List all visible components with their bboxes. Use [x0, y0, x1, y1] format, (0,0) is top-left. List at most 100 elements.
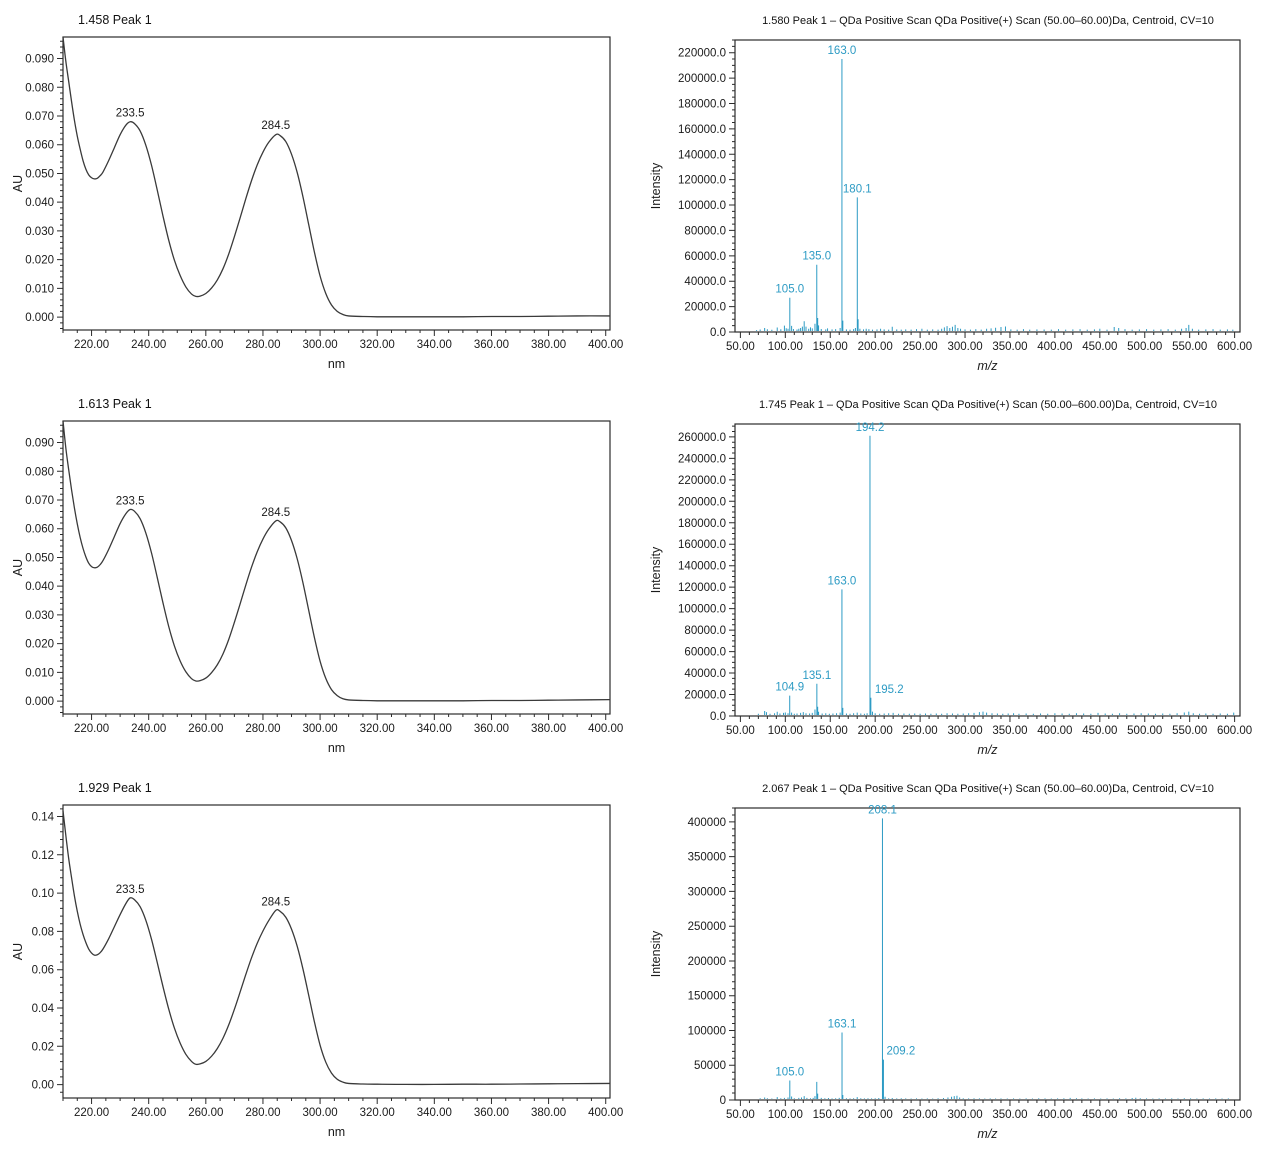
peak-label: 163.0	[828, 575, 857, 587]
svg-text:100.00: 100.00	[768, 1109, 803, 1121]
svg-text:220.00: 220.00	[74, 723, 109, 735]
x-axis-title: m/z	[977, 359, 998, 373]
svg-text:0.02: 0.02	[32, 1041, 54, 1053]
svg-text:20000.0: 20000.0	[684, 690, 726, 702]
y-axis-ticks	[57, 424, 63, 714]
mass-spectrum-panel-1: 1.580 Peak 1 – QDa Positive Scan QDa Pos…	[640, 0, 1280, 384]
svg-text:0.080: 0.080	[25, 82, 54, 94]
svg-text:60000.0: 60000.0	[684, 647, 726, 659]
svg-text:260.00: 260.00	[188, 339, 223, 351]
svg-text:80000.0: 80000.0	[684, 225, 726, 237]
uv-spectrum-panel-2: 1.613 Peak 1 220.00 240.00 260.00 280.00 300…	[0, 384, 640, 768]
svg-text:160000.0: 160000.0	[678, 539, 726, 551]
x-axis-ticks	[62, 714, 607, 720]
svg-text:0.10: 0.10	[32, 888, 54, 900]
svg-text:0.050: 0.050	[25, 168, 54, 180]
x-axis-title: nm	[328, 1125, 345, 1139]
svg-text:0.000: 0.000	[25, 696, 54, 708]
x-axis-ticks	[62, 330, 607, 336]
svg-text:550.00: 550.00	[1172, 1109, 1207, 1121]
peak-label: 284.5	[261, 507, 290, 519]
svg-text:360.00: 360.00	[474, 1107, 509, 1119]
y-axis-title: Intensity	[649, 930, 663, 977]
svg-text:40000.0: 40000.0	[684, 668, 726, 680]
x-axis-ticks	[739, 1100, 1236, 1106]
chart-title: 2.067 Peak 1 – QDa Positive Scan QDa Pos…	[762, 783, 1214, 795]
svg-text:0.14: 0.14	[32, 811, 55, 823]
svg-text:400.00: 400.00	[1037, 341, 1072, 353]
peak-label: 208.1	[868, 804, 897, 816]
svg-text:140000.0: 140000.0	[678, 149, 726, 161]
svg-text:220.00: 220.00	[74, 1107, 109, 1119]
svg-text:200000: 200000	[688, 956, 726, 968]
svg-text:200.00: 200.00	[858, 725, 893, 737]
svg-text:300.00: 300.00	[947, 1109, 982, 1121]
svg-text:260.00: 260.00	[188, 723, 223, 735]
uv-spectrum-panel-3: 1.929 Peak 1 220.00 240.00 260.00 280.00 300…	[0, 768, 640, 1152]
mass-spectrum-chart-2: 50.00 100.00 150.00 200.00 250.00 300.00 350.0…	[649, 422, 1252, 757]
svg-text:200.00: 200.00	[858, 1109, 893, 1121]
peak-label: 209.2	[886, 1046, 915, 1058]
svg-text:300.00: 300.00	[302, 339, 337, 351]
uv-spectrum-chart-3: 220.00 240.00 260.00 280.00 300.00 320.00 340.…	[11, 804, 623, 1139]
uv-spectrum-panel-1: 1.458 Peak 1 220.00 240.00 260.00 280.00 300…	[0, 0, 640, 384]
svg-text:150.00: 150.00	[813, 725, 848, 737]
svg-text:200.00: 200.00	[858, 341, 893, 353]
x-axis-title: nm	[328, 357, 345, 371]
svg-text:400.00: 400.00	[1037, 725, 1072, 737]
svg-text:80000.0: 80000.0	[684, 625, 726, 637]
y-axis-title: Intensity	[649, 162, 663, 209]
svg-text:300.00: 300.00	[947, 725, 982, 737]
svg-text:550.00: 550.00	[1172, 725, 1207, 737]
svg-text:350000: 350000	[688, 852, 726, 864]
svg-text:0.0: 0.0	[710, 711, 726, 723]
svg-text:180000.0: 180000.0	[678, 98, 726, 110]
y-axis-ticks	[729, 39, 735, 333]
chart-title: 1.929 Peak 1	[78, 781, 152, 795]
svg-text:600.00: 600.00	[1217, 1109, 1252, 1121]
svg-text:100.00: 100.00	[768, 341, 803, 353]
svg-text:300000: 300000	[688, 886, 726, 898]
peak-label: 284.5	[261, 896, 290, 908]
svg-text:100000.0: 100000.0	[678, 604, 726, 616]
plot-frame	[62, 36, 611, 331]
svg-text:350.00: 350.00	[992, 1109, 1027, 1121]
y-axis-ticks	[57, 40, 63, 330]
svg-text:0.050: 0.050	[25, 552, 54, 564]
svg-text:0.070: 0.070	[25, 495, 54, 507]
x-axis-title: m/z	[977, 743, 998, 757]
y-axis-labels: 0.0 20000.0 40000.0 60000.0 80000.0 100000.0 1…	[678, 432, 726, 723]
svg-text:320.00: 320.00	[360, 723, 395, 735]
x-axis-labels: 220.00 240.00 260.00 280.00 300.00 320.00 340.…	[74, 339, 623, 351]
svg-text:340.00: 340.00	[417, 1107, 452, 1119]
svg-text:100.00: 100.00	[768, 725, 803, 737]
svg-text:200000.0: 200000.0	[678, 496, 726, 508]
uv-curve	[62, 810, 611, 1086]
peak-label: 233.5	[116, 108, 145, 120]
svg-text:0.030: 0.030	[25, 610, 54, 622]
x-axis-labels: 220.00 240.00 260.00 280.00 300.00 320.00 340.…	[74, 1107, 623, 1119]
svg-text:500.00: 500.00	[1127, 725, 1162, 737]
svg-text:400.00: 400.00	[588, 723, 623, 735]
x-axis-labels: 220.00 240.00 260.00 280.00 300.00 320.00 340.…	[74, 723, 623, 735]
svg-text:450.00: 450.00	[1082, 725, 1117, 737]
svg-text:0.030: 0.030	[25, 226, 54, 238]
peak-label: 105.0	[775, 284, 804, 296]
x-axis-labels: 50.00 100.00 150.00 200.00 250.00 300.00 350.0…	[726, 1109, 1252, 1121]
plot-frame	[734, 39, 1241, 333]
peak-label: 163.1	[828, 1019, 857, 1031]
svg-text:400.00: 400.00	[1037, 1109, 1072, 1121]
svg-text:300.00: 300.00	[302, 1107, 337, 1119]
x-axis-title: m/z	[977, 1127, 998, 1141]
x-axis-ticks	[739, 716, 1236, 722]
svg-text:220000.0: 220000.0	[678, 48, 726, 60]
svg-text:280.00: 280.00	[245, 723, 280, 735]
y-axis-labels: 0.00 0.02 0.04 0.06 0.08 0.10 0.12 0.14	[32, 811, 55, 1091]
svg-text:240000.0: 240000.0	[678, 453, 726, 465]
plot-frame	[734, 423, 1241, 717]
y-axis-labels: 0.000 0.010 0.020 0.030 0.040 0.050 0.060 0.070…	[25, 54, 54, 325]
svg-text:250.00: 250.00	[903, 725, 938, 737]
svg-text:160000.0: 160000.0	[678, 124, 726, 136]
plot-frame	[734, 807, 1241, 1101]
svg-text:50.00: 50.00	[726, 725, 755, 737]
